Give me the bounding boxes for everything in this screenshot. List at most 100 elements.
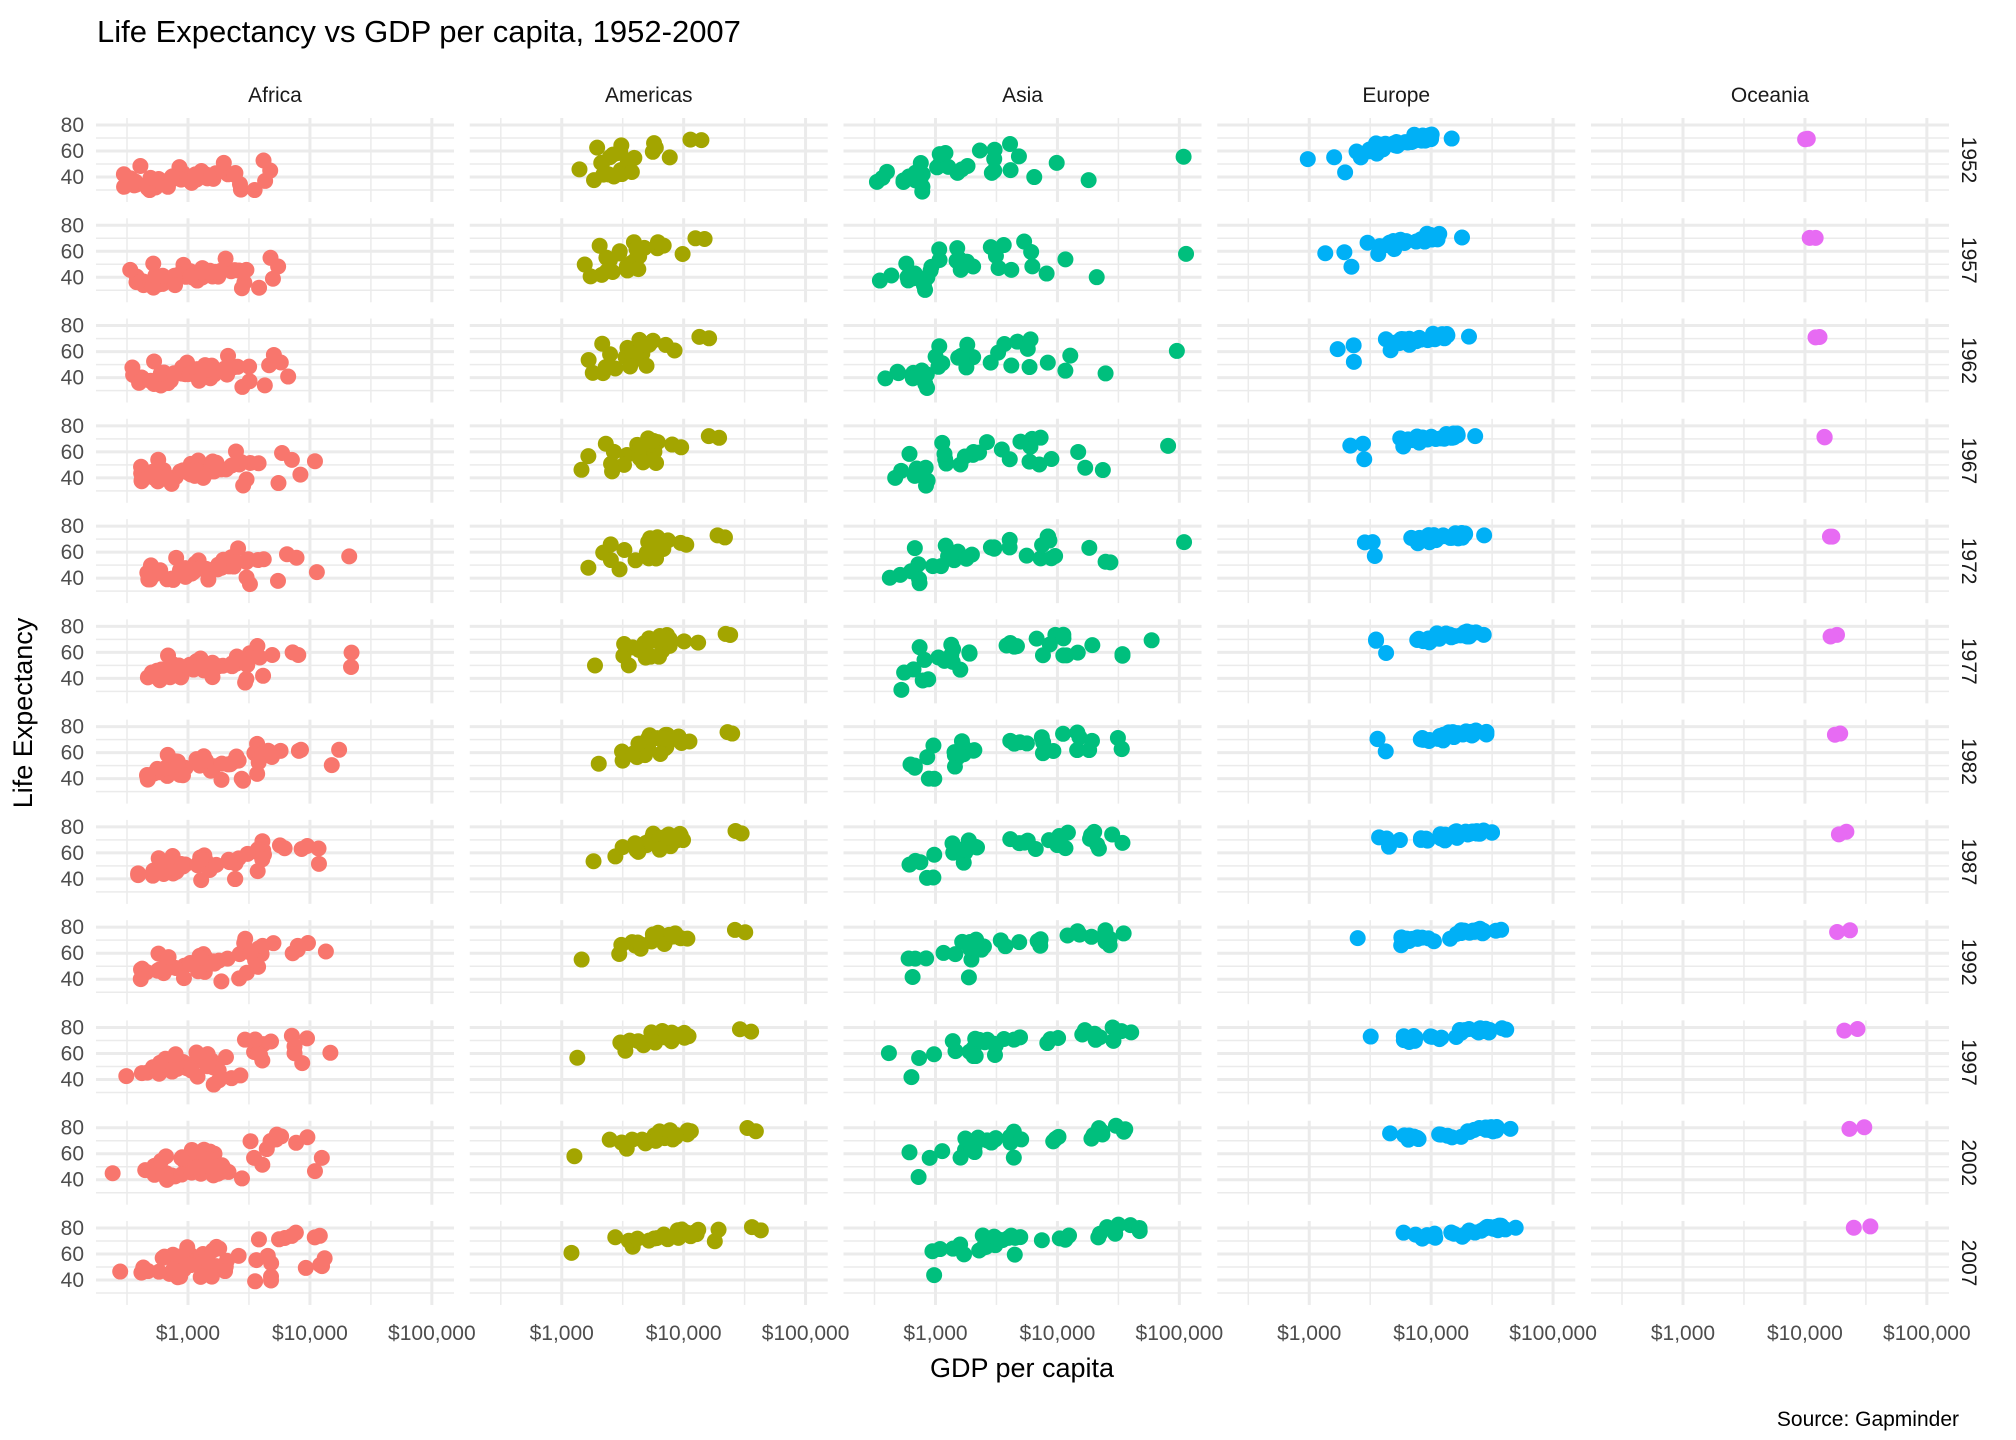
column-strip-label: Europe bbox=[1362, 84, 1430, 107]
data-point-asia bbox=[937, 537, 954, 554]
data-point-asia bbox=[924, 558, 941, 575]
data-point-asia bbox=[1043, 450, 1060, 467]
data-point-asia bbox=[1057, 362, 1074, 379]
data-point-africa bbox=[216, 360, 233, 377]
y-tick-label: 40 bbox=[61, 868, 84, 891]
data-point-asia bbox=[1050, 1128, 1067, 1145]
data-point-americas bbox=[580, 352, 597, 369]
data-point-africa bbox=[317, 943, 334, 960]
data-point-africa bbox=[259, 1247, 276, 1264]
data-point-asia bbox=[906, 759, 923, 776]
data-point-asia bbox=[906, 265, 923, 282]
data-point-americas bbox=[682, 1123, 699, 1140]
data-point-americas bbox=[664, 928, 681, 945]
panel-americas-1952 bbox=[469, 118, 828, 202]
data-point-asia bbox=[1006, 1031, 1023, 1048]
data-point-asia bbox=[1113, 740, 1130, 757]
data-point-africa bbox=[207, 263, 224, 280]
data-point-europe bbox=[1433, 1029, 1450, 1046]
data-point-asia bbox=[900, 950, 917, 967]
data-point-asia bbox=[987, 247, 1004, 264]
panel-americas-2002 bbox=[469, 1119, 828, 1205]
data-point-africa bbox=[224, 655, 241, 672]
data-point-africa bbox=[142, 169, 159, 186]
data-point-americas bbox=[733, 825, 750, 842]
data-point-africa bbox=[168, 549, 185, 566]
data-point-africa bbox=[132, 157, 149, 174]
data-point-americas bbox=[628, 240, 645, 257]
data-point-asia bbox=[1055, 725, 1072, 742]
data-point-europe bbox=[1366, 548, 1383, 565]
data-point-oceania bbox=[1849, 1021, 1866, 1038]
data-point-africa bbox=[158, 1171, 175, 1188]
data-point-africa bbox=[242, 1133, 259, 1150]
data-point-asia bbox=[962, 934, 979, 951]
x-tick-label: $1,000 bbox=[1651, 1322, 1715, 1345]
data-point-europe bbox=[1411, 429, 1428, 446]
data-point-africa bbox=[258, 1141, 275, 1158]
data-point-africa bbox=[189, 1159, 206, 1176]
data-point-asia bbox=[944, 1033, 961, 1050]
panel-asia-1982 bbox=[843, 719, 1202, 804]
data-point-africa bbox=[262, 249, 279, 266]
data-point-europe bbox=[1337, 164, 1354, 181]
data-point-africa bbox=[165, 365, 182, 382]
row-strip-label: 1997 bbox=[1957, 1039, 1980, 1086]
y-tick-label: 40 bbox=[61, 1269, 84, 1292]
data-point-americas bbox=[645, 532, 662, 549]
data-point-africa bbox=[306, 1163, 323, 1180]
panel-americas-1972 bbox=[469, 519, 828, 604]
data-point-asia bbox=[1048, 154, 1065, 171]
data-point-americas bbox=[696, 230, 713, 247]
data-point-americas bbox=[585, 853, 602, 870]
data-point-americas bbox=[573, 461, 590, 478]
data-point-americas bbox=[661, 149, 678, 166]
panel-americas-1997 bbox=[469, 1020, 828, 1105]
panel-europe-1987 bbox=[1217, 819, 1576, 904]
data-point-africa bbox=[160, 647, 177, 664]
data-point-africa bbox=[193, 872, 210, 889]
data-point-africa bbox=[341, 548, 358, 565]
data-point-americas bbox=[601, 1131, 618, 1148]
data-point-asia bbox=[1083, 827, 1100, 844]
data-point-asia bbox=[903, 1069, 920, 1086]
data-point-asia bbox=[916, 651, 933, 668]
column-strip-label: Oceania bbox=[1731, 84, 1810, 107]
data-point-africa bbox=[217, 250, 234, 267]
data-point-africa bbox=[159, 746, 176, 763]
y-tick-label: 80 bbox=[61, 816, 84, 839]
data-point-africa bbox=[254, 937, 271, 954]
x-tick-label: $10,000 bbox=[1767, 1322, 1843, 1345]
data-point-africa bbox=[214, 1157, 231, 1174]
data-point-asia bbox=[1001, 539, 1018, 556]
data-point-africa bbox=[130, 867, 147, 884]
x-tick-label: $100,000 bbox=[1509, 1322, 1597, 1345]
data-point-africa bbox=[173, 1150, 190, 1167]
data-point-europe bbox=[1372, 136, 1389, 153]
data-point-americas bbox=[582, 268, 599, 285]
data-point-americas bbox=[595, 166, 612, 183]
row-strip-label: 2002 bbox=[1957, 1139, 1980, 1186]
data-point-asia bbox=[947, 946, 964, 963]
data-point-europe bbox=[1362, 1028, 1379, 1045]
data-point-asia bbox=[985, 1035, 1002, 1052]
panel-africa-1972 bbox=[96, 519, 454, 604]
data-point-europe bbox=[1394, 233, 1411, 250]
data-point-americas bbox=[690, 634, 707, 651]
y-tick-labels: 40 60 80 40 60 80 40 60 80 40 60 80 40 60 80 40 60 80 40 60… bbox=[61, 114, 84, 1292]
data-point-africa bbox=[192, 949, 209, 966]
x-tick-label: $100,000 bbox=[762, 1322, 850, 1345]
panel-europe-1997 bbox=[1217, 1020, 1576, 1105]
panel-europe-1972 bbox=[1217, 519, 1576, 604]
data-point-africa bbox=[124, 359, 141, 376]
data-point-africa bbox=[210, 459, 227, 476]
data-point-americas bbox=[614, 839, 631, 856]
column-strip-label: Americas bbox=[605, 84, 693, 107]
chart-title: Life Expectancy vs GDP per capita, 1952-… bbox=[97, 14, 741, 49]
data-point-asia bbox=[919, 749, 936, 766]
data-point-asia bbox=[910, 1169, 927, 1186]
data-point-asia bbox=[1032, 933, 1049, 950]
data-point-africa bbox=[286, 1045, 303, 1062]
data-point-africa bbox=[194, 263, 211, 280]
data-point-africa bbox=[204, 669, 221, 686]
